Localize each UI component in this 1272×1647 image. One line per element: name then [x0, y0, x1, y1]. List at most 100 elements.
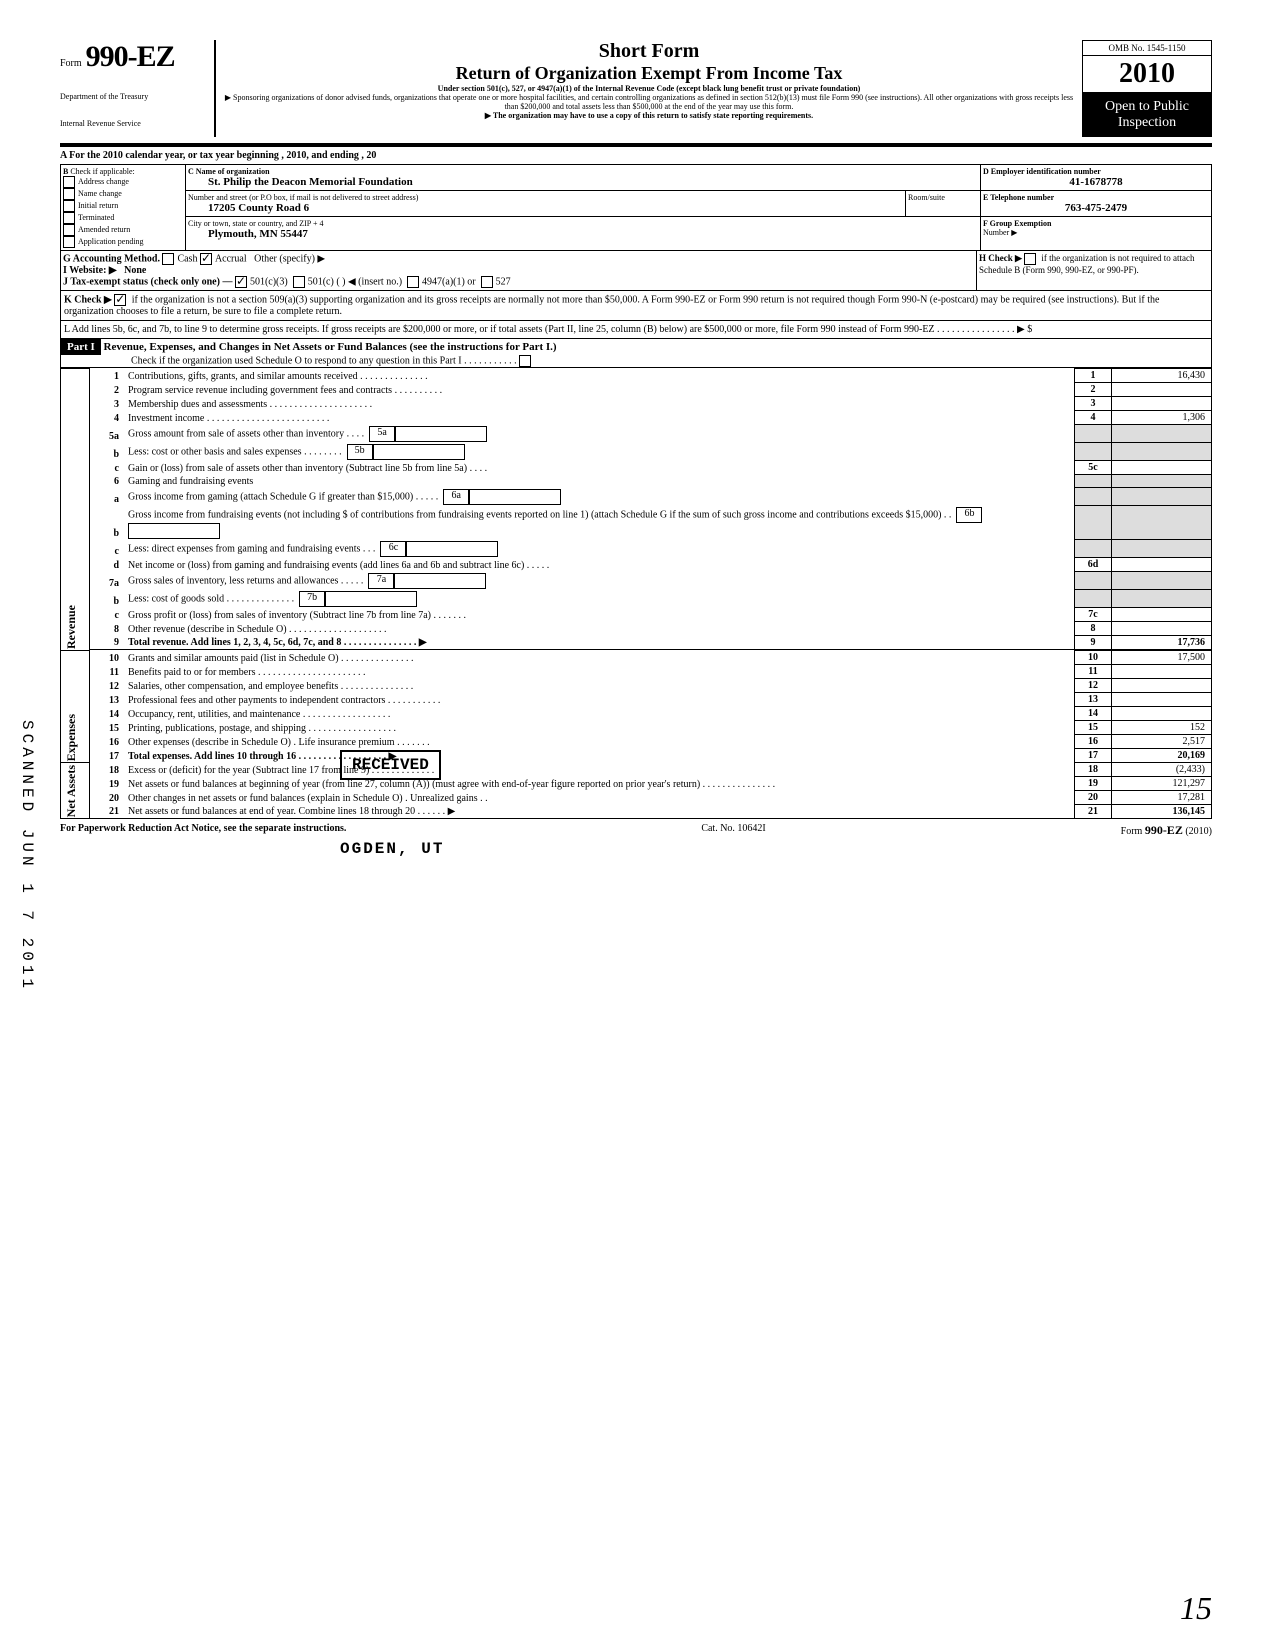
c-column: C Name of organization St. Philip the De… [186, 165, 980, 250]
line-box: 8 [1075, 622, 1112, 636]
line-amt-shade [1112, 443, 1212, 461]
b-checkbox[interactable] [63, 188, 75, 200]
k-checkbox[interactable] [114, 294, 126, 306]
sub-amt [406, 541, 498, 557]
line-text: Contributions, gifts, grants, and simila… [125, 369, 1075, 383]
part1-checkbox[interactable] [519, 355, 531, 367]
year-prefix: 20 [1119, 58, 1147, 89]
line-text: Less: cost of goods sold . . . . . . . .… [128, 593, 294, 604]
sub-box: 5a [369, 426, 395, 442]
footer-right: Form 990-EZ (2010) [1121, 823, 1212, 838]
c-name-row: C Name of organization St. Philip the De… [186, 165, 980, 191]
line-box: 7c [1075, 608, 1112, 622]
c-label: C Name of organization [188, 167, 978, 176]
b-checkbox[interactable] [63, 176, 75, 188]
return-title: Return of Organization Exempt From Incom… [224, 63, 1074, 84]
open-to-public: Open to Public Inspection [1082, 93, 1212, 137]
line-amt-shade [1112, 475, 1212, 488]
form-number: 990-EZ [86, 40, 175, 74]
line-box: 20 [1075, 791, 1112, 805]
line-num: 6 [90, 475, 126, 488]
line-amt: (2,433) [1112, 763, 1212, 777]
h-label: H Check ▶ [979, 253, 1022, 263]
l-row: L Add lines 5b, 6c, and 7b, to line 9 to… [60, 321, 1212, 339]
4947-checkbox[interactable] [407, 276, 419, 288]
line-amt: 152 [1112, 721, 1212, 735]
j-501c3: 501(c)(3) [250, 276, 288, 287]
line-text: Gross profit or (loss) from sales of inv… [125, 608, 1075, 622]
footer-left: For Paperwork Reduction Act Notice, see … [60, 823, 346, 838]
line-num: 17 [90, 749, 126, 763]
line-amt [1112, 693, 1212, 707]
line-box: 4 [1075, 411, 1112, 425]
tax-year: 2010 [1082, 56, 1212, 93]
ein-value: 41-1678778 [983, 176, 1209, 188]
cash-checkbox[interactable] [162, 253, 174, 265]
line-text: Salaries, other compensation, and employ… [125, 679, 1075, 693]
section-a: A For the 2010 calendar year, or tax yea… [60, 145, 1212, 164]
line-amt: 136,145 [1112, 805, 1212, 819]
part1-label: Part I [61, 339, 101, 355]
note-state: ▶ The organization may have to use a cop… [224, 111, 1074, 120]
line-num: a [90, 488, 126, 506]
line-num: b [90, 443, 126, 461]
line-text: Excess or (deficit) for the year (Subtra… [125, 763, 1075, 777]
form-left: Form 990-EZ Department of the Treasury I… [60, 40, 216, 137]
line-amt: 2,517 [1112, 735, 1212, 749]
line-num: 15 [90, 721, 126, 735]
line-text: Less: cost or other basis and sales expe… [128, 446, 342, 457]
h-row: H Check ▶ if the organization is not req… [976, 251, 1211, 290]
501c-checkbox[interactable] [293, 276, 305, 288]
line-box: 1 [1075, 369, 1112, 383]
b-column: B Check if applicable: Address changeNam… [61, 165, 186, 250]
line-amt: 20,169 [1112, 749, 1212, 763]
b-checkbox[interactable] [63, 236, 75, 248]
b-checkbox[interactable] [63, 224, 75, 236]
527-checkbox[interactable] [481, 276, 493, 288]
line-text: Total revenue. Add lines 1, 2, 3, 4, 5c,… [125, 636, 1075, 650]
b-item: Terminated [63, 212, 183, 224]
accrual-checkbox[interactable] [200, 253, 212, 265]
sub-amt [469, 489, 561, 505]
line-box-shade [1075, 590, 1112, 608]
footer: For Paperwork Reduction Act Notice, see … [60, 823, 1212, 838]
line-text: Other changes in net assets or fund bala… [125, 791, 1075, 805]
sub-amt [325, 591, 417, 607]
form-right: OMB No. 1545-1150 2010 Open to Public In… [1082, 40, 1212, 137]
line-num: c [90, 608, 126, 622]
line-text: Membership dues and assessments . . . . … [125, 397, 1075, 411]
line-box: 13 [1075, 693, 1112, 707]
b-checkbox[interactable] [63, 212, 75, 224]
sub-box: 6c [380, 541, 406, 557]
line-box: 11 [1075, 665, 1112, 679]
b-item: Application pending [63, 236, 183, 248]
city-label: City or town, state or country, and ZIP … [188, 219, 978, 228]
open-line2: Inspection [1086, 115, 1208, 131]
h-checkbox[interactable] [1024, 253, 1036, 265]
line-box: 12 [1075, 679, 1112, 693]
info-block: B Check if applicable: Address changeNam… [60, 164, 1212, 251]
line-box-shade [1075, 540, 1112, 558]
line-text: Less: direct expenses from gaming and fu… [128, 543, 375, 554]
line-num: d [90, 558, 126, 572]
f-label: F Group Exemption [983, 219, 1209, 228]
line-amt: 17,500 [1112, 651, 1212, 665]
line-amt-shade [1112, 425, 1212, 443]
sub-box: 6a [443, 489, 469, 505]
line-box: 14 [1075, 707, 1112, 721]
line-amt-shade [1112, 506, 1212, 540]
line-box: 5c [1075, 461, 1112, 475]
line-text: Gross sales of inventory, less returns a… [128, 575, 363, 586]
501c3-checkbox[interactable] [235, 276, 247, 288]
room-label: Room/suite [905, 191, 980, 216]
line-num: c [90, 461, 126, 475]
line-text: Total expenses. Add lines 10 through 16 … [125, 749, 1075, 763]
form-header: Form 990-EZ Department of the Treasury I… [60, 40, 1212, 145]
line-text: Gross amount from sale of assets other t… [128, 428, 364, 439]
g-cash: Cash [177, 253, 197, 264]
side-revenue: Revenue [64, 605, 79, 649]
line-num: 16 [90, 735, 126, 749]
line-amt: 16,430 [1112, 369, 1212, 383]
b-checkbox[interactable] [63, 200, 75, 212]
i-row: I Website: ▶ None [63, 265, 974, 276]
